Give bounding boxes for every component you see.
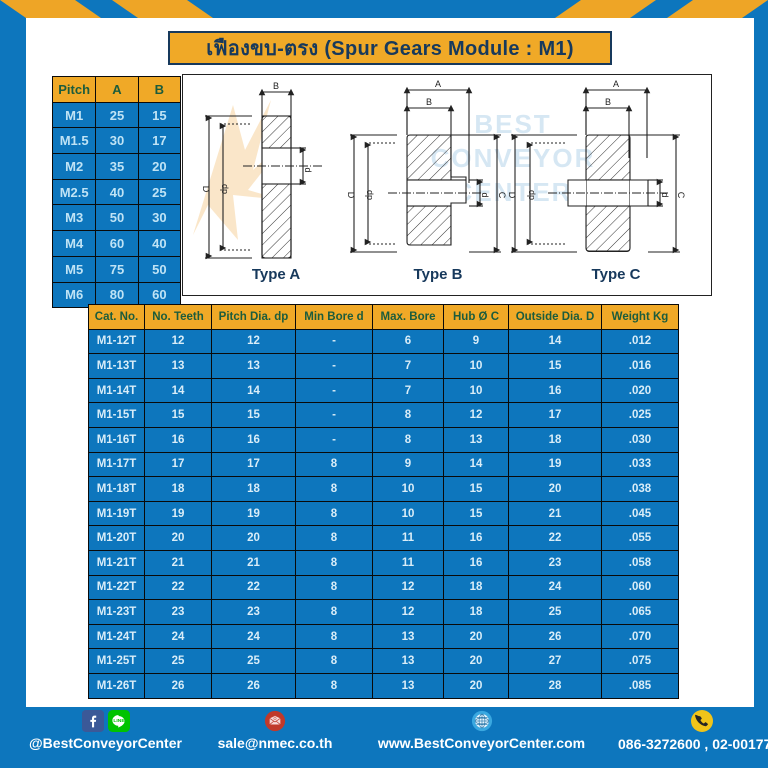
svg-text:Type A: Type A — [252, 266, 301, 283]
svg-text:dp: dp — [365, 190, 375, 200]
svg-text:A: A — [613, 79, 619, 89]
svg-text:Type B: Type B — [414, 266, 463, 283]
svg-text:D: D — [507, 192, 517, 199]
svg-text:C: C — [676, 192, 686, 199]
svg-text:dp: dp — [527, 190, 537, 200]
svg-text:B: B — [426, 97, 432, 107]
svg-text:LINE: LINE — [113, 718, 125, 724]
svg-text:A: A — [435, 79, 441, 89]
svg-text:B: B — [273, 81, 279, 91]
svg-text:dp: dp — [220, 184, 230, 194]
svg-text:d: d — [480, 192, 490, 197]
svg-text:Type C: Type C — [592, 266, 641, 283]
svg-text:CONVEYOR: CONVEYOR — [431, 143, 596, 173]
svg-text:C: C — [497, 192, 507, 199]
svg-text:D: D — [201, 186, 211, 193]
svg-text:d: d — [660, 192, 670, 197]
svg-text:d: d — [303, 167, 313, 172]
svg-text:B: B — [605, 97, 611, 107]
svg-text:D: D — [346, 192, 356, 199]
